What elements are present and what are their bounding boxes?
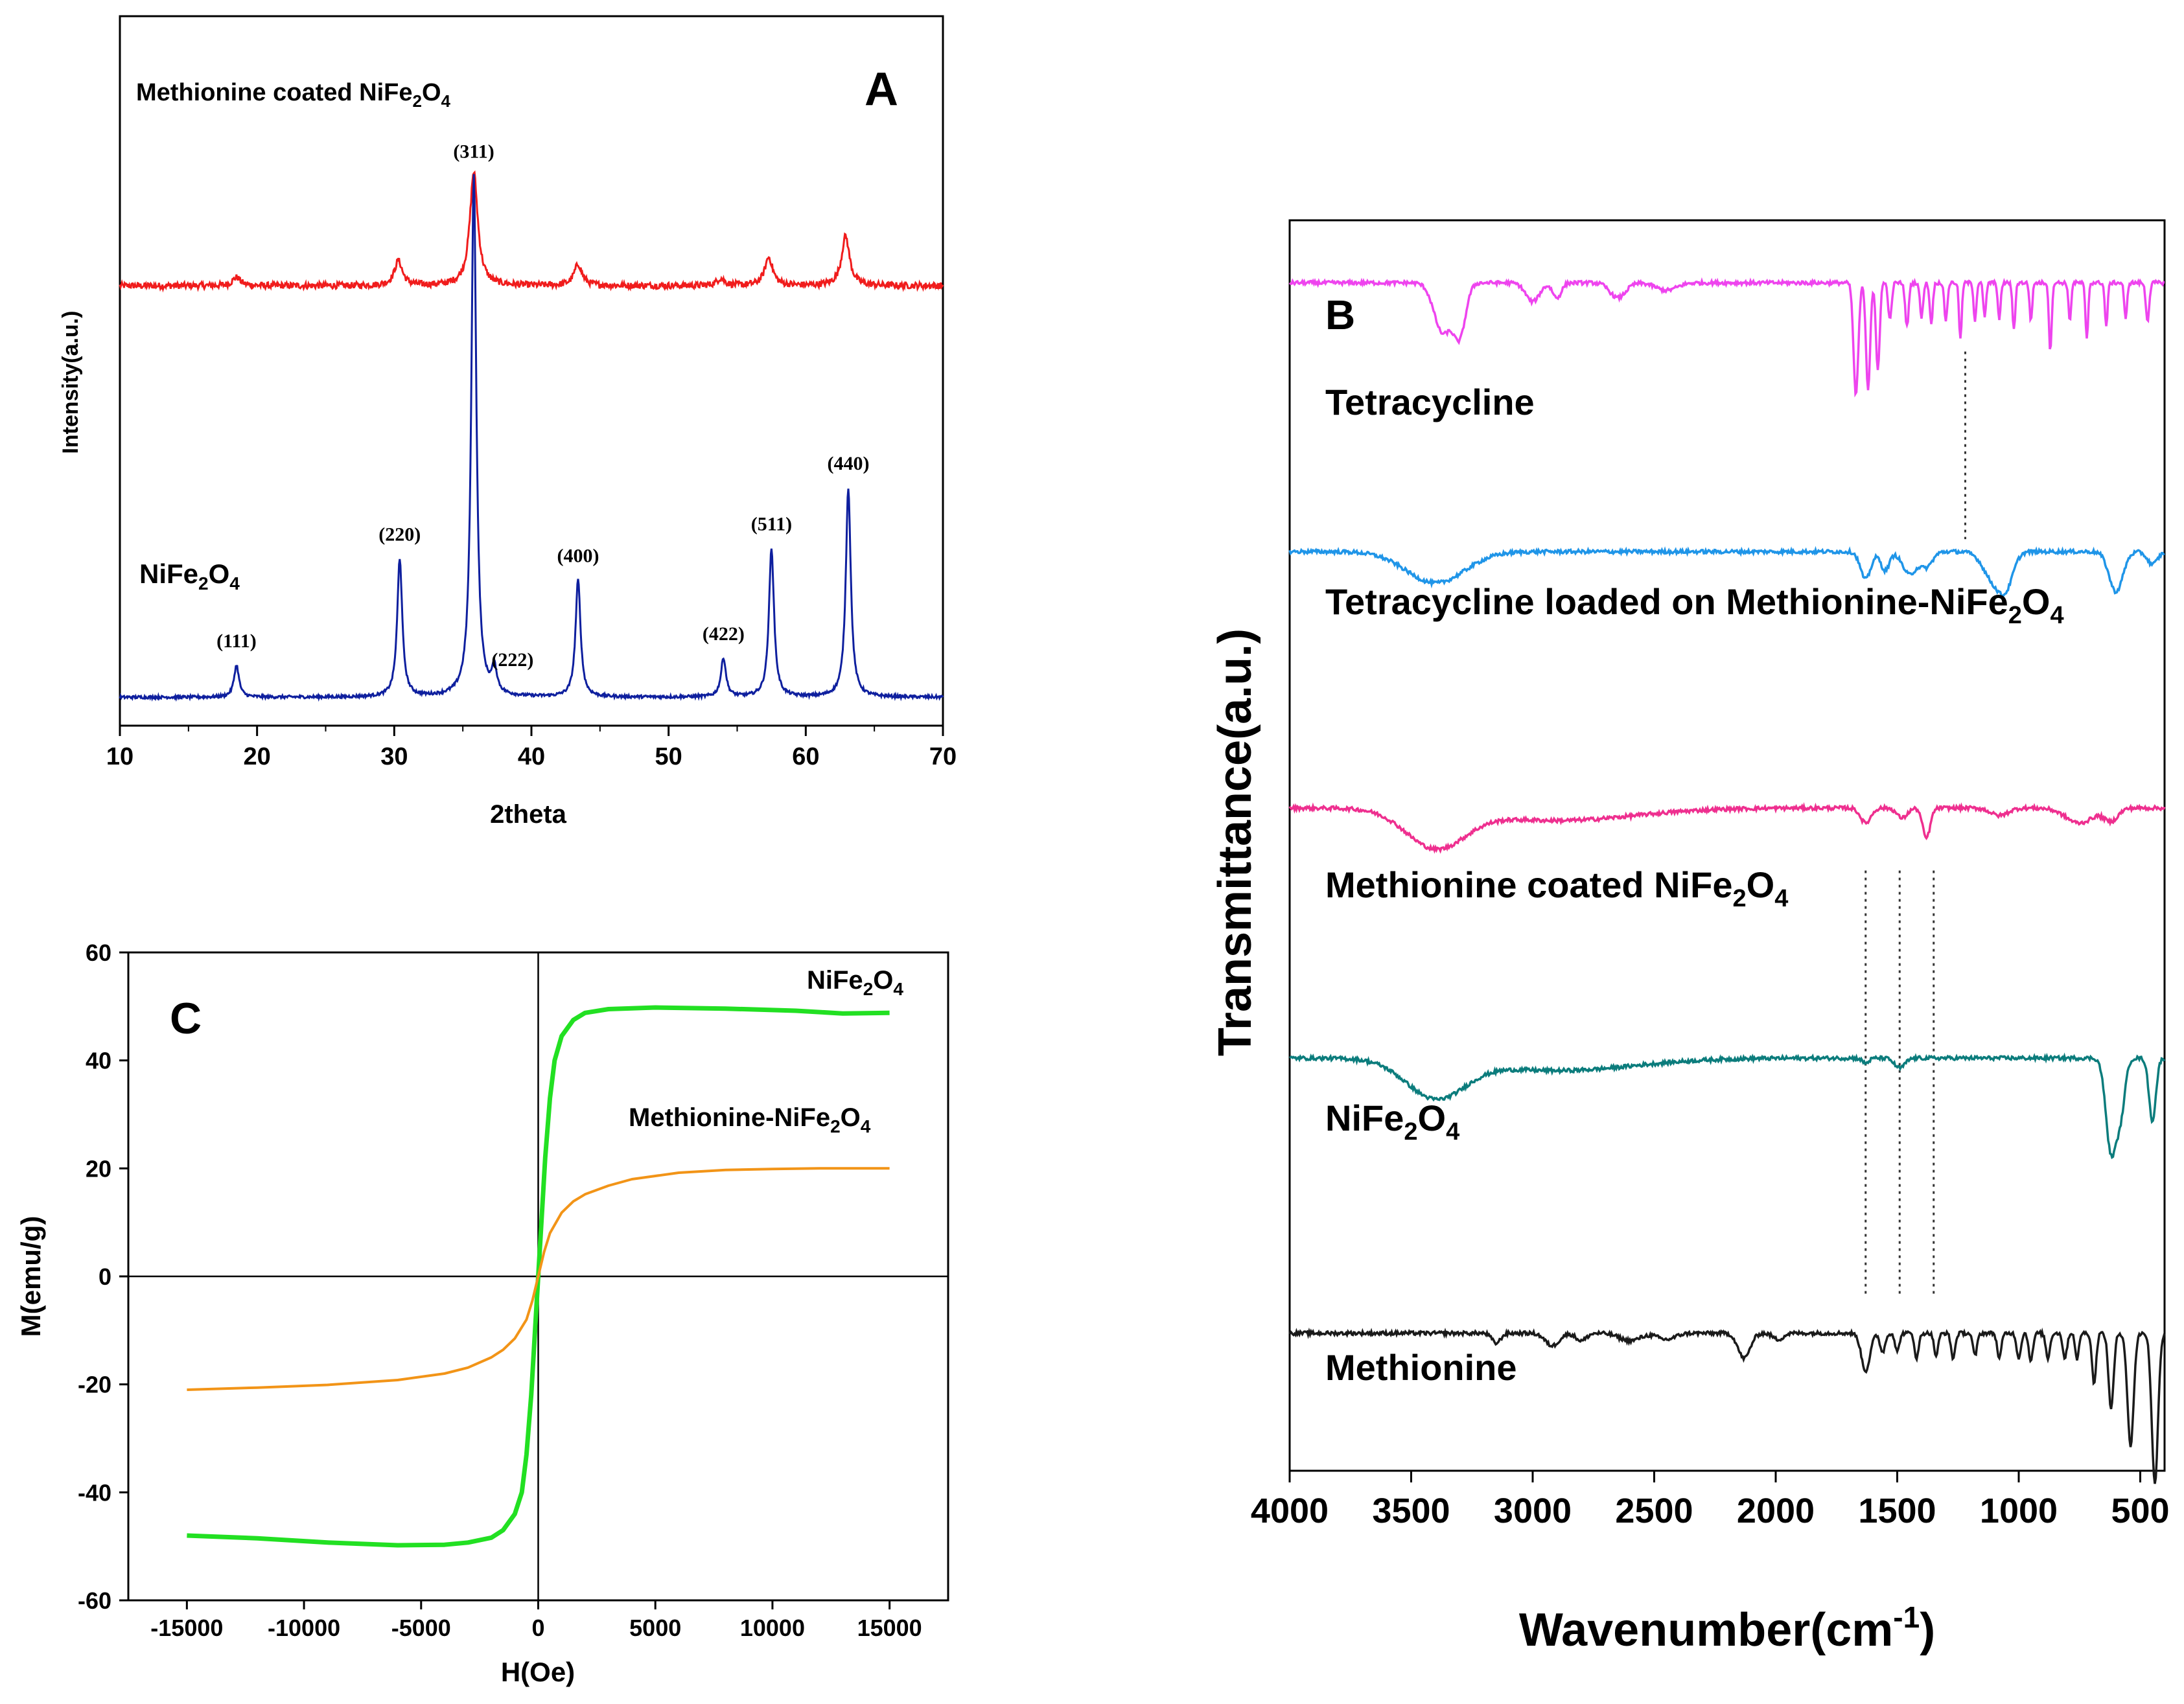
panel-a-label: A bbox=[865, 63, 898, 115]
panel-a-x-tick-label: 30 bbox=[380, 743, 408, 770]
panel-b-x-tick-label: 1500 bbox=[1858, 1491, 1936, 1530]
panel-c-y-tick-label: -20 bbox=[78, 1372, 111, 1398]
panel-c-x-tick-label: -5000 bbox=[391, 1615, 451, 1641]
panel-b-series-label-loaded: Tetracycline loaded on Methionine-NiFe2O… bbox=[1325, 581, 2064, 629]
panel-a-x-tick-label: 60 bbox=[792, 743, 819, 770]
panel-b-series-label-nife2o4: NiFe2O4 bbox=[1325, 1098, 1459, 1146]
panel-a-x-ticks: 10 20 30 40 50 60 70 bbox=[106, 726, 957, 770]
panel-a-series-label-nife2o4: NiFe2O4 bbox=[139, 558, 240, 593]
panel-a-x-tick-label: 20 bbox=[244, 743, 271, 770]
panel-c-y-axis-label: M(emu/g) bbox=[16, 1216, 46, 1337]
panel-c-y-tick-label: 60 bbox=[86, 939, 111, 966]
panel-c-series-label-methionine-nife2o4: Methionine-NiFe2O4 bbox=[629, 1103, 871, 1136]
panel-b-series-line-2 bbox=[1288, 801, 2166, 854]
panel-a-peak-label: (400) bbox=[557, 546, 599, 567]
panel-c-y-tick-label: -60 bbox=[78, 1587, 111, 1614]
panel-a-series-line-1 bbox=[119, 174, 944, 702]
panel-b-ftir: 4000 3500 3000 2500 2000 1500 1000 500 B Tetrac… bbox=[1209, 219, 2170, 1656]
panel-b-series-line-4 bbox=[1288, 1327, 2166, 1484]
panel-a-peak-label: (220) bbox=[378, 524, 421, 546]
panel-a-peak-annotations: (111) (220) (311) (222) (400) (422) (511) (440) bbox=[216, 141, 869, 671]
panel-c-label: C bbox=[170, 994, 202, 1043]
panel-b-label: B bbox=[1325, 292, 1355, 338]
panel-a-peak-label: (311) bbox=[453, 141, 494, 162]
panel-b-series-line-1 bbox=[1288, 546, 2165, 597]
panel-b-reference-lines bbox=[1865, 351, 1966, 1296]
panel-c-x-tick-label: -15000 bbox=[150, 1615, 223, 1641]
panel-a-x-tick-label: 50 bbox=[655, 743, 682, 770]
panel-a-peak-label: (422) bbox=[703, 623, 745, 645]
panel-c-x-tick-label: -10000 bbox=[268, 1615, 340, 1641]
panel-a-peak-label: (111) bbox=[216, 630, 257, 652]
panel-a-series-line-0 bbox=[119, 170, 944, 293]
panel-c-x-tick-label: 10000 bbox=[740, 1615, 805, 1641]
panel-a-frame bbox=[119, 15, 944, 727]
panel-b-frame bbox=[1288, 219, 2166, 1472]
panel-b-y-axis-label: Transmittance(a.u.) bbox=[1209, 628, 1261, 1056]
panel-c-x-tick-label: 5000 bbox=[629, 1615, 681, 1641]
panel-a-peak-label: (440) bbox=[827, 453, 869, 474]
panel-a-peak-label: (222) bbox=[491, 649, 533, 671]
panel-a-xrd: 10 20 30 40 50 60 70 (111) (220) (311) (222) (400)… bbox=[58, 15, 957, 829]
panel-b-x-tick-label: 2500 bbox=[1615, 1491, 1693, 1530]
panel-a-y-axis-label: Intensity(a.u.) bbox=[58, 310, 83, 454]
panel-c-ticks: -15000 -10000 -5000 0 5000 10000 15000 60 40 20 0 -… bbox=[78, 939, 922, 1641]
panel-c-x-tick-label: 15000 bbox=[857, 1615, 922, 1641]
panel-a-peak-label: (511) bbox=[751, 513, 792, 535]
panel-a-x-tick-label: 40 bbox=[518, 743, 545, 770]
panel-c-series-line-1 bbox=[187, 1167, 890, 1391]
panel-c-y-tick-label: 0 bbox=[99, 1263, 111, 1290]
panel-c-y-tick-label: 20 bbox=[86, 1155, 111, 1182]
panel-b-series-group bbox=[1288, 277, 2166, 1484]
panel-b-series-label-methionine: Methionine bbox=[1325, 1347, 1517, 1388]
panel-c-x-axis-label: H(Oe) bbox=[501, 1657, 575, 1687]
panel-b-x-tick-label: 1000 bbox=[1980, 1491, 2058, 1530]
panel-c-vsm: -15000 -10000 -5000 0 5000 10000 15000 60 40 20 0 -… bbox=[16, 939, 949, 1687]
panel-a-x-tick-label: 70 bbox=[929, 743, 957, 770]
panel-c-series-label-nife2o4: NiFe2O4 bbox=[807, 966, 903, 999]
panel-a-x-tick-label: 10 bbox=[106, 743, 134, 770]
panel-b-x-tick-label: 500 bbox=[2111, 1491, 2169, 1530]
panel-b-x-ticks: 4000 3500 3000 2500 2000 1500 1000 500 bbox=[1251, 1471, 2170, 1530]
panel-b-series-label-coated: Methionine coated NiFe2O4 bbox=[1325, 864, 1788, 912]
panel-b-x-tick-label: 4000 bbox=[1251, 1491, 1329, 1530]
panel-b-series-line-3 bbox=[1289, 1052, 2166, 1160]
panel-a-x-axis-label: 2theta bbox=[490, 800, 567, 829]
panel-c-y-tick-label: 40 bbox=[86, 1048, 111, 1074]
panel-b-x-tick-label: 2000 bbox=[1737, 1491, 1815, 1530]
panel-c-series-group bbox=[187, 1005, 890, 1548]
panel-b-x-axis-label: Wavenumber(cm-1) bbox=[1519, 1600, 1935, 1656]
panel-c-x-tick-label: 0 bbox=[531, 1615, 544, 1641]
panel-b-series-label-tetracycline: Tetracycline bbox=[1325, 382, 1535, 422]
panel-c-y-tick-label: -40 bbox=[78, 1479, 111, 1506]
panel-b-series-line-0 bbox=[1288, 277, 2165, 398]
panel-a-series-label-coated: Methionine coated NiFe2O4 bbox=[136, 79, 451, 111]
panel-a-series-group bbox=[119, 170, 944, 702]
panel-b-x-tick-label: 3500 bbox=[1372, 1491, 1450, 1530]
panel-b-x-tick-label: 3000 bbox=[1494, 1491, 1572, 1530]
